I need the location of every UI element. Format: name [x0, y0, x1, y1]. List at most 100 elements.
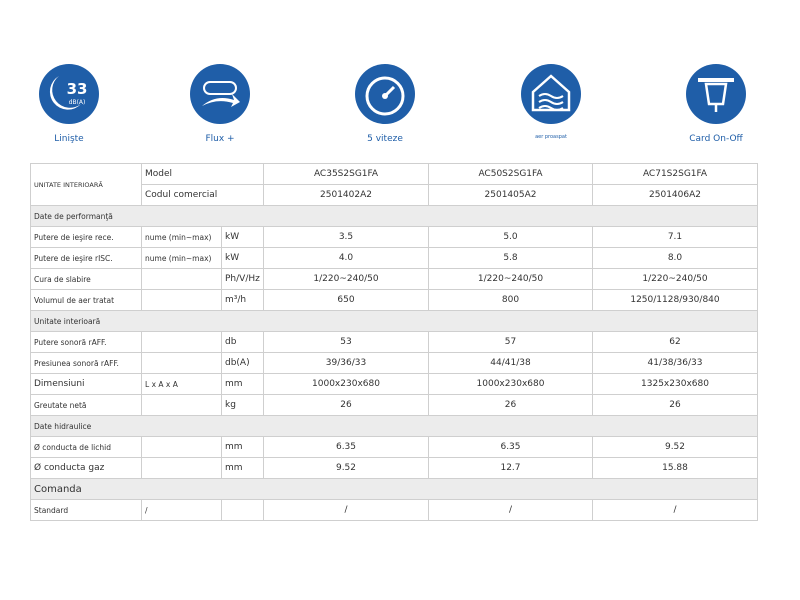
- table-cell: 1/220~240/50: [428, 268, 593, 290]
- table-row: Putere sonoră rAFF. db 53 57 62: [30, 331, 758, 353]
- table-cell: 1/220~240/50: [592, 268, 758, 290]
- table-cell: Putere de ieşire rISC.: [30, 247, 142, 269]
- table-cell: /: [428, 499, 593, 521]
- table-cell: nume (min~max): [141, 226, 222, 248]
- table-cell: [141, 352, 222, 374]
- table-cell: 1000x230x680: [428, 373, 593, 395]
- table-cell: Putere de ieşire rece.: [30, 226, 142, 248]
- icon: [190, 64, 250, 124]
- feature-label: Linişte: [54, 134, 84, 144]
- table-cell: Standard: [30, 499, 142, 521]
- table-cell: [141, 436, 222, 458]
- icon: [686, 64, 746, 124]
- table-cell: [141, 289, 222, 311]
- table-cell: 12.7: [428, 457, 593, 479]
- table-cell: m³/h: [221, 289, 264, 311]
- table-cell: kW: [221, 247, 264, 269]
- table-cell: 4.0: [263, 247, 429, 269]
- table-cell: 26: [428, 394, 593, 416]
- table-row: UNITATE INTERIOARĂ Model AC35S2SG1FA AC50S2…: [30, 163, 758, 206]
- table-cell: L x A x A: [141, 373, 222, 395]
- table-row: Volumul de aer tratat m³/h 650 800 1250/1128…: [30, 289, 758, 311]
- table-cell: 5.0: [428, 226, 593, 248]
- table-cell: 6.35: [428, 436, 593, 458]
- table-row: Standard / / / /: [30, 499, 758, 521]
- table-row: Cura de slabire Ph/V/Hz 1/220~240/50 1/220~…: [30, 268, 758, 290]
- table-cell: 41/38/36/33: [592, 352, 758, 374]
- feature-label: Card On-Off: [689, 134, 743, 144]
- table-cell: Codul comercial: [141, 184, 264, 206]
- table-cell: mm: [221, 373, 264, 395]
- table-cell: Presiunea sonoră rAFF.: [30, 352, 142, 374]
- badge: 33: [67, 80, 88, 98]
- table-row: Greutate netă kg 26 26 26: [30, 394, 758, 416]
- table-cell: 1000x230x680: [263, 373, 429, 395]
- table-cell: 53: [263, 331, 429, 353]
- table-row: Putere de ieşire rISC. nume (min~max) kW 4.…: [30, 247, 758, 269]
- table-row: Putere de ieşire rece. nume (min~max) kW 3.…: [30, 226, 758, 248]
- table-cell: /: [141, 499, 222, 521]
- table-cell: mm: [221, 457, 264, 479]
- table-cell: 2501405A2: [428, 184, 593, 206]
- feature-label: aer proaspat: [535, 134, 567, 140]
- table-cell: 2501406A2: [592, 184, 758, 206]
- feature-label: Flux +: [205, 134, 235, 144]
- feature: Flux +: [160, 62, 280, 144]
- table-cell: /: [592, 499, 758, 521]
- table-cell: [141, 331, 222, 353]
- table-cell: 26: [263, 394, 429, 416]
- table-cell: 1250/1128/930/840: [592, 289, 758, 311]
- table-cell: AC50S2SG1FA: [428, 163, 593, 185]
- table-cell: 6.35: [263, 436, 429, 458]
- table-cell: AC35S2SG1FA: [263, 163, 429, 185]
- table-row: Date de performanţă: [30, 205, 758, 227]
- table-cell: AC71S2SG1FA: [592, 163, 758, 185]
- table-cell: Unitate interioară: [30, 310, 758, 332]
- table-cell: Cura de slabire: [30, 268, 142, 290]
- feature: 33 dB(A) Linişte: [9, 62, 129, 144]
- table-cell: mm: [221, 436, 264, 458]
- table-cell: 1325x230x680: [592, 373, 758, 395]
- table-row: Codul comercial 2501402A2 2501405A2 2501406…: [31, 184, 758, 206]
- table-cell: kg: [221, 394, 264, 416]
- table-cell: Ph/V/Hz: [221, 268, 264, 290]
- table-cell: Putere sonoră rAFF.: [30, 331, 142, 353]
- feature: aer proaspat: [491, 62, 611, 140]
- table-cell: [141, 268, 222, 290]
- table-row: Date hidraulice: [30, 415, 758, 437]
- spec-table: UNITATE INTERIOARĂ Model AC35S2SG1FA AC50S2…: [30, 163, 758, 521]
- table-cell: Date de performanţă: [30, 205, 758, 227]
- badge-unit: dB(A): [69, 99, 86, 106]
- table-cell: Ø conducta de lichid: [30, 436, 142, 458]
- table-cell: [141, 394, 222, 416]
- icon: [521, 64, 581, 124]
- table-cell: [141, 457, 222, 479]
- table-cell: 39/36/33: [263, 352, 429, 374]
- feature: Card On-Off: [656, 62, 776, 144]
- table-cell: 3.5: [263, 226, 429, 248]
- table-cell: 8.0: [592, 247, 758, 269]
- table-cell: 7.1: [592, 226, 758, 248]
- table-cell: 650: [263, 289, 429, 311]
- table-cell: 9.52: [263, 457, 429, 479]
- table-cell: Volumul de aer tratat: [30, 289, 142, 311]
- table-row: Comanda: [30, 478, 758, 500]
- feature: 5 viteze: [325, 62, 445, 144]
- table-row: Ø conducta de lichid mm 6.35 6.35 9.52: [30, 436, 758, 458]
- table-cell: db(A): [221, 352, 264, 374]
- table-cell: db: [221, 331, 264, 353]
- table-row: Ø conducta gaz mm 9.52 12.7 15.88: [30, 457, 758, 479]
- table-cell: UNITATE INTERIOARĂ: [30, 163, 142, 206]
- table-cell: Greutate netă: [30, 394, 142, 416]
- table-cell: 5.8: [428, 247, 593, 269]
- table-cell: 26: [592, 394, 758, 416]
- table-cell: nume (min~max): [141, 247, 222, 269]
- table-cell: Dimensiuni: [30, 373, 142, 395]
- table-cell: kW: [221, 226, 264, 248]
- table-cell: Ø conducta gaz: [30, 457, 142, 479]
- table-row: Presiunea sonoră rAFF. db(A) 39/36/33 44/41…: [30, 352, 758, 374]
- table-cell: 1/220~240/50: [263, 268, 429, 290]
- table-cell: [221, 499, 264, 521]
